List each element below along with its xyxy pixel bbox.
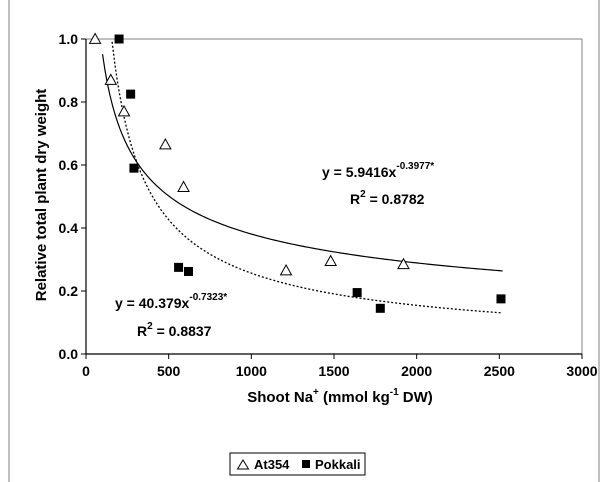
at354-point bbox=[177, 180, 190, 192]
pokkali-point bbox=[129, 163, 139, 173]
y-tick-label: 0.0 bbox=[59, 346, 79, 362]
x-tick-label: 1000 bbox=[236, 363, 267, 379]
y-tick-label: 0.4 bbox=[59, 220, 79, 236]
at354-fit-curve bbox=[101, 54, 503, 272]
y-tick-label: 0.6 bbox=[59, 157, 79, 173]
y-tick-label: 1.0 bbox=[59, 31, 79, 47]
at354-point bbox=[397, 257, 410, 270]
legend-label-pokkali: Pokkali bbox=[315, 457, 361, 472]
at354-point bbox=[117, 104, 131, 117]
pokkali-point bbox=[352, 288, 362, 298]
at354-point bbox=[88, 32, 102, 44]
x-tick-label: 500 bbox=[157, 363, 181, 379]
at354-r2: R2 = 0.8782 bbox=[350, 189, 425, 207]
pokkali-equation: y = 40.379x-0.7323* bbox=[115, 292, 227, 311]
y-tick-label: 0.2 bbox=[59, 283, 79, 299]
pokkali-point bbox=[496, 294, 506, 304]
x-axis-title: Shoot Na+ (mmol kg-1 DW) bbox=[247, 387, 433, 406]
y-tick-label: 0.8 bbox=[59, 94, 79, 110]
y-axis-title: Relative total plant dry weight bbox=[33, 89, 50, 302]
x-axis-title-sup1: + bbox=[313, 387, 319, 398]
pokkali-fit-curve bbox=[111, 41, 503, 314]
legend-triangle-icon bbox=[236, 459, 250, 470]
legend-box bbox=[229, 452, 366, 476]
x-axis-title-sup2: -1 bbox=[390, 387, 399, 398]
pokkali-point bbox=[174, 262, 184, 272]
x-tick-label: 2500 bbox=[484, 363, 515, 379]
pokkali-point bbox=[114, 34, 124, 44]
x-tick-label: 0 bbox=[82, 363, 90, 379]
pokkali-point bbox=[184, 266, 194, 276]
at354-point bbox=[104, 73, 118, 85]
x-tick-label: 3000 bbox=[566, 363, 597, 379]
legend-square-icon bbox=[302, 460, 310, 468]
at354-point bbox=[324, 254, 338, 266]
x-tick-label: 2000 bbox=[401, 363, 432, 379]
pokkali-r2: R2 = 0.8837 bbox=[137, 321, 212, 339]
x-tick-label: 1500 bbox=[318, 363, 349, 379]
legend: At354 Pokkali bbox=[229, 452, 366, 476]
at354-point bbox=[279, 263, 293, 276]
legend-label-at354: At354 bbox=[254, 457, 290, 472]
at354-point bbox=[159, 137, 172, 150]
pokkali-point bbox=[126, 89, 136, 99]
at354-equation: y = 5.9416x-0.3977* bbox=[322, 161, 434, 180]
pokkali-point bbox=[375, 303, 385, 313]
